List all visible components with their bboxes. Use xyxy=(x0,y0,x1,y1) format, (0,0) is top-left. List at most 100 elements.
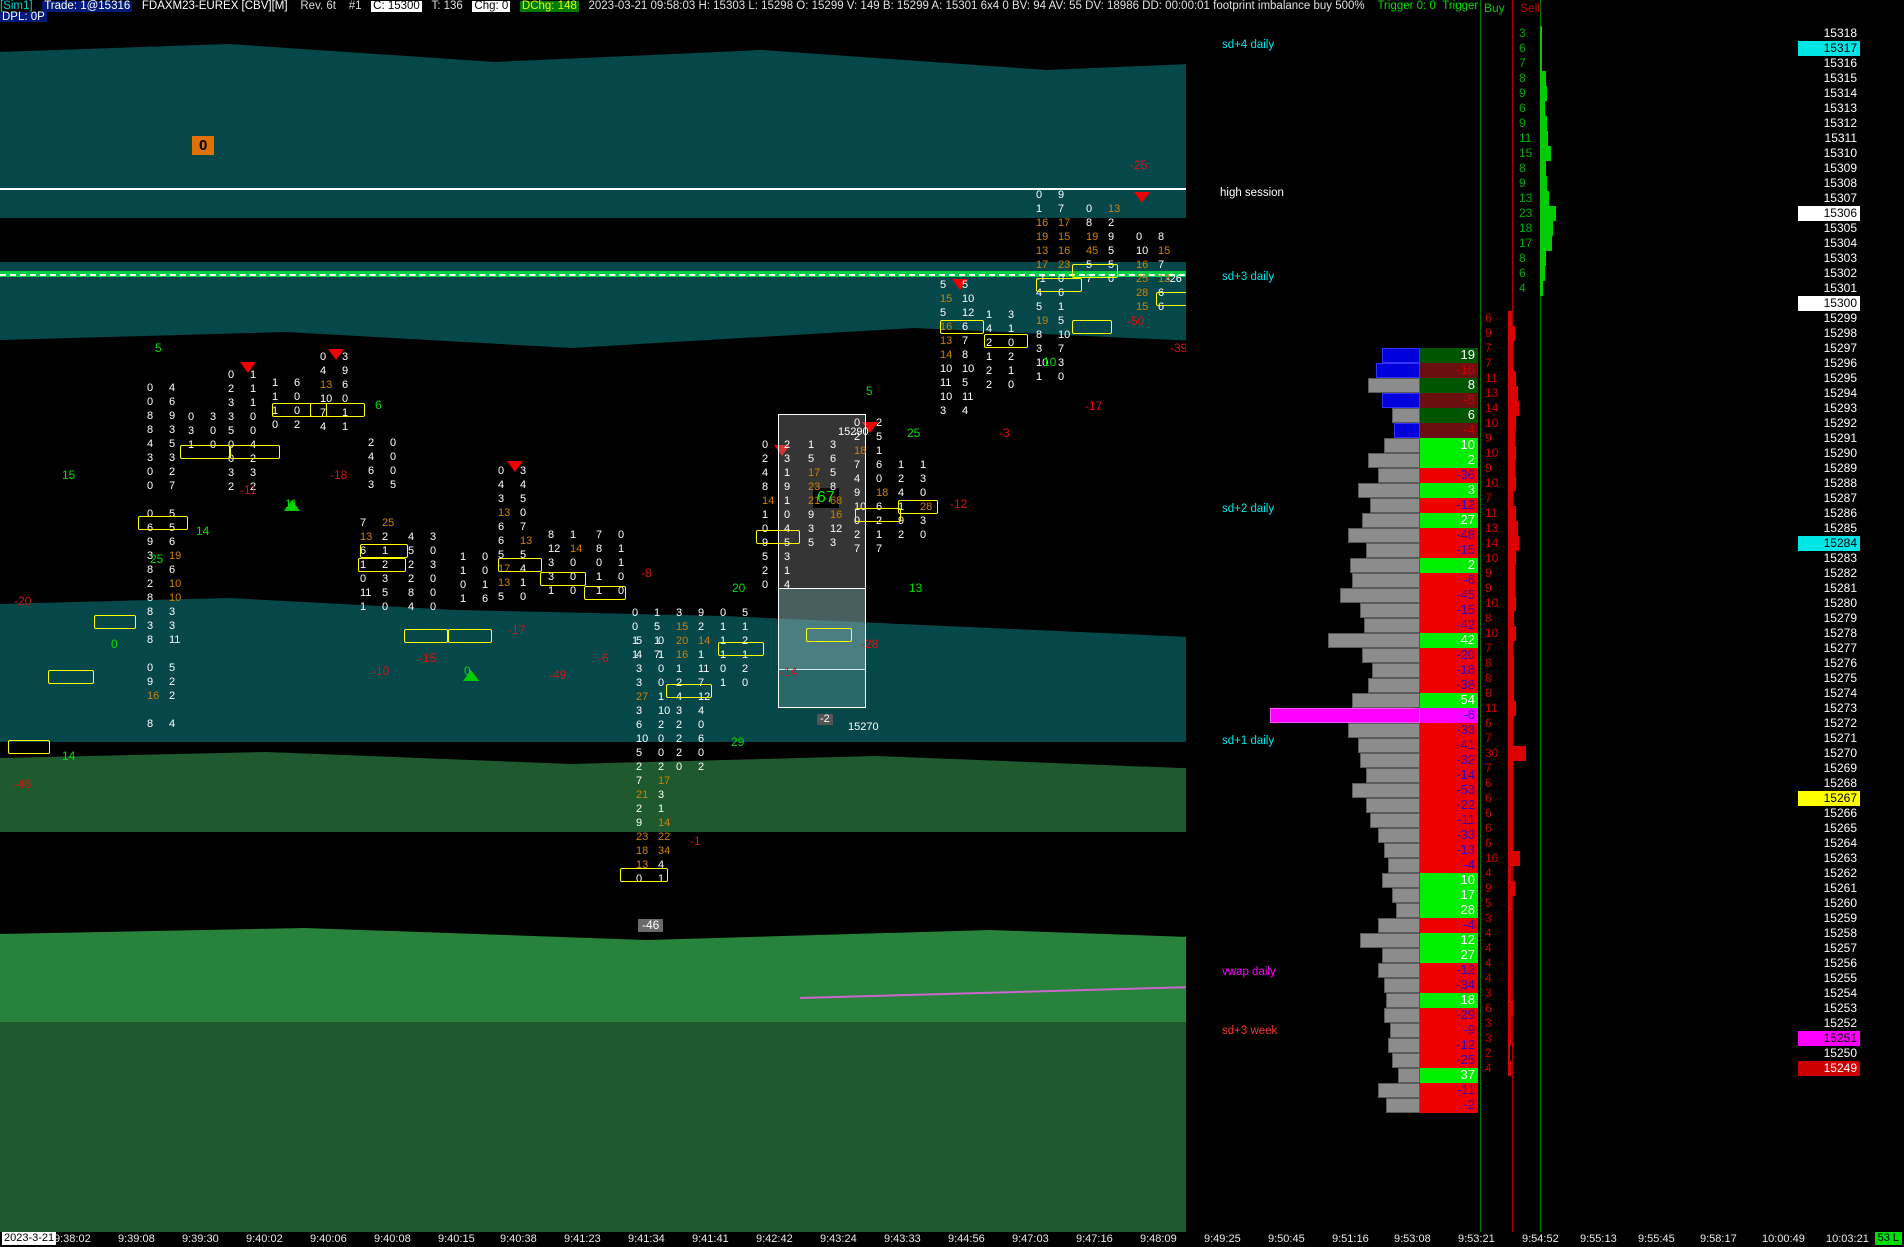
volume-profile-row[interactable]: -9 xyxy=(1332,1023,1478,1038)
dom-price-label[interactable]: 15257 xyxy=(1823,941,1857,955)
dom-price-label[interactable]: 15261 xyxy=(1823,881,1857,895)
dom-sell-qty[interactable]: 7 xyxy=(1519,56,1526,70)
volume-profile-row[interactable]: -36 xyxy=(1332,468,1478,483)
dom-sell-qty[interactable]: 8 xyxy=(1519,251,1526,265)
dom-buy-qty[interactable]: 6 xyxy=(1485,1001,1492,1015)
volume-profile-row[interactable]: 3 xyxy=(1332,483,1478,498)
dom-buy-qty[interactable]: 14 xyxy=(1485,536,1499,550)
dom-buy-qty[interactable]: 4 xyxy=(1485,941,1492,955)
volume-profile-row[interactable]: 27 xyxy=(1332,948,1478,963)
volume-profile-row[interactable]: -32 xyxy=(1332,753,1478,768)
dom-sell-qty[interactable]: 3 xyxy=(1519,26,1526,40)
dom-price-label[interactable]: 15315 xyxy=(1823,71,1857,85)
dom-price-label[interactable]: 15309 xyxy=(1823,161,1857,175)
volume-profile-row[interactable]: -12 xyxy=(1332,498,1478,513)
dom-price-label[interactable]: 15311 xyxy=(1824,131,1857,145)
dom-price-label[interactable]: 15312 xyxy=(1823,116,1857,130)
dom-buy-qty[interactable]: 6 xyxy=(1485,821,1492,835)
dom-sell-qty[interactable]: 9 xyxy=(1519,176,1526,190)
dom-buy-qty[interactable]: 4 xyxy=(1485,956,1492,970)
dom-price-label[interactable]: 15293 xyxy=(1823,401,1857,415)
dom-price-label[interactable]: 15285 xyxy=(1823,521,1857,535)
volume-profile-row[interactable]: -41 xyxy=(1332,738,1478,753)
dom-buy-qty[interactable]: 10 xyxy=(1485,626,1499,640)
dom-price-label[interactable]: 15281 xyxy=(1823,581,1857,595)
dom-price-label[interactable]: 15307 xyxy=(1823,191,1857,205)
dom-sell-qty[interactable]: 4 xyxy=(1519,281,1526,295)
dom-price-label[interactable]: 15294 xyxy=(1823,386,1857,400)
volume-profile-row[interactable]: -12 xyxy=(1332,1038,1478,1053)
dom-price-label[interactable]: 15272 xyxy=(1823,716,1857,730)
dom-buy-qty[interactable]: 4 xyxy=(1485,926,1492,940)
dom-buy-qty[interactable]: 3 xyxy=(1485,911,1492,925)
trigger-1[interactable]: Trigger 1: 0 xyxy=(1442,0,1501,12)
dom-price-label[interactable]: 15278 xyxy=(1823,626,1857,640)
volume-profile-row[interactable]: 18 xyxy=(1332,993,1478,1008)
dom-price-label[interactable]: 15308 xyxy=(1823,176,1857,190)
dom-sell-qty[interactable]: 18 xyxy=(1519,221,1533,235)
dom-price-label[interactable]: 15271 xyxy=(1823,731,1857,745)
dom-buy-qty[interactable]: 5 xyxy=(1485,896,1492,910)
dom-buy-qty[interactable]: 10 xyxy=(1485,446,1499,460)
dom-price-label[interactable]: 15306 xyxy=(1798,206,1860,221)
dom-buy-qty[interactable]: 8 xyxy=(1485,671,1492,685)
dom-price-label[interactable]: 15303 xyxy=(1823,251,1857,265)
dom-buy-qty[interactable]: 13 xyxy=(1485,521,1499,535)
dom-price-label[interactable]: 15316 xyxy=(1823,56,1857,70)
dom-price-label[interactable]: 15254 xyxy=(1823,986,1857,1000)
dom-price-label[interactable]: 15276 xyxy=(1823,656,1857,670)
volume-profile-row[interactable]: -42 xyxy=(1332,618,1478,633)
dom-buy-qty[interactable]: 4 xyxy=(1485,971,1492,985)
dom-price-label[interactable]: 15299 xyxy=(1823,311,1857,325)
volume-profile-row[interactable]: -5 xyxy=(1332,393,1478,408)
volume-profile-row[interactable]: 10 xyxy=(1332,873,1478,888)
trade-status[interactable]: Trade: 1@15316 xyxy=(42,0,133,12)
dom-price-label[interactable]: 15268 xyxy=(1823,776,1857,790)
dom-price-label[interactable]: 15310 xyxy=(1823,146,1857,160)
volume-profile-row[interactable]: -2 xyxy=(1332,1098,1478,1113)
dom-buy-qty[interactable]: 7 xyxy=(1485,491,1492,505)
dom-price-label[interactable]: 15264 xyxy=(1823,836,1857,850)
dom-price-label[interactable]: 15297 xyxy=(1823,341,1857,355)
volume-profile-row[interactable]: 8 xyxy=(1332,378,1478,393)
time-axis[interactable]: 2023-3-21 9:38:02 9:39:08 9:39:30 9:40:02 9:… xyxy=(0,1232,1904,1247)
dom-price-label[interactable]: 15251 xyxy=(1798,1031,1860,1046)
dom-price-label[interactable]: 15292 xyxy=(1823,416,1857,430)
dom-buy-qty[interactable]: 11 xyxy=(1485,371,1498,385)
dom-price-label[interactable]: 15302 xyxy=(1823,266,1857,280)
dom-buy-qty[interactable]: 7 xyxy=(1485,761,1492,775)
volume-profile-row[interactable]: 37 xyxy=(1332,1068,1478,1083)
dom-buy-qty[interactable]: 10 xyxy=(1485,596,1499,610)
dom-buy-qty[interactable]: 6 xyxy=(1485,776,1492,790)
symbol-label[interactable]: FDAXM23-EUREX [CBV][M] xyxy=(141,0,288,12)
dom-price-label[interactable]: 15305 xyxy=(1823,221,1857,235)
dom-price-label[interactable]: 15280 xyxy=(1823,596,1857,610)
dom-buy-qty[interactable]: 9 xyxy=(1485,431,1492,445)
dom-buy-qty[interactable]: 10 xyxy=(1485,476,1499,490)
dom-buy-qty[interactable]: 6 xyxy=(1485,836,1492,850)
dom-buy-qty[interactable]: 7 xyxy=(1485,731,1492,745)
volume-profile-row[interactable]: -16 xyxy=(1332,363,1478,378)
volume-profile-row[interactable]: -38 xyxy=(1332,678,1478,693)
dom-price-label[interactable]: 15266 xyxy=(1823,806,1857,820)
volume-profile-row[interactable]: -4 xyxy=(1332,918,1478,933)
volume-profile-row[interactable]: -11 xyxy=(1332,1083,1478,1098)
volume-profile-row[interactable]: 17 xyxy=(1332,888,1478,903)
dom-sell-qty[interactable]: 6 xyxy=(1519,266,1526,280)
dom-price-label[interactable]: 15288 xyxy=(1823,476,1857,490)
dom-price-label[interactable]: 15279 xyxy=(1823,611,1857,625)
dom-price-label[interactable]: 15290 xyxy=(1823,446,1857,460)
dom-price-label[interactable]: 15265 xyxy=(1823,821,1857,835)
dom-price-label[interactable]: 15298 xyxy=(1823,326,1857,340)
selection-rectangle-lower[interactable] xyxy=(778,588,866,708)
dom-buy-qty[interactable]: 3 xyxy=(1485,1031,1492,1045)
volume-profile-row[interactable]: -18 xyxy=(1332,663,1478,678)
volume-profile-row[interactable]: -53 xyxy=(1332,783,1478,798)
dom-price-label[interactable]: 15249 xyxy=(1798,1061,1860,1076)
dom-price-label[interactable]: 15304 xyxy=(1823,236,1857,250)
dom-price-label[interactable]: 15318 xyxy=(1823,26,1857,40)
dom-price-label[interactable]: 15256 xyxy=(1823,956,1857,970)
dom-sell-qty[interactable]: 6 xyxy=(1519,101,1526,115)
dom-price-label[interactable]: 15267 xyxy=(1798,791,1860,806)
